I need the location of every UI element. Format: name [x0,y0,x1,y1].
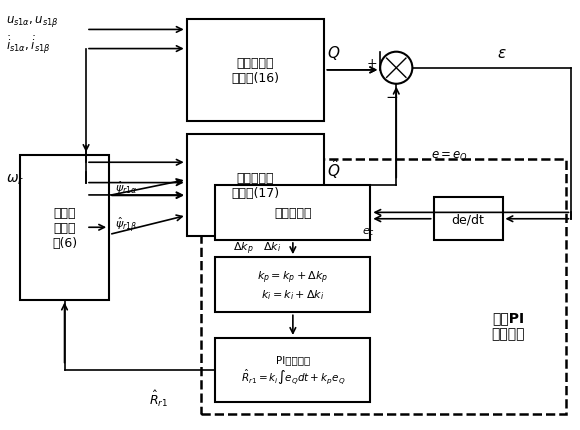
Bar [215,258,371,313]
Bar [20,156,109,300]
Text: 转子磁
链观测
器(6): 转子磁 链观测 器(6) [52,206,77,249]
Text: $\Delta k_p \quad \Delta k_i$: $\Delta k_p \quad \Delta k_i$ [233,240,281,257]
Text: 模糊PI
自适应律: 模糊PI 自适应律 [491,310,525,341]
Bar [215,185,371,240]
Text: +: + [367,57,378,70]
Ellipse shape [380,52,412,85]
Text: $\varepsilon$: $\varepsilon$ [497,46,506,61]
Text: 无功功率参
考模型(16): 无功功率参 考模型(16) [231,57,280,85]
Text: $u_{s1\alpha},u_{s1\beta}$: $u_{s1\alpha},u_{s1\beta}$ [6,14,59,29]
Bar [215,338,371,402]
Text: $e=e_Q$: $e=e_Q$ [431,149,468,163]
Text: $\omega_r$: $\omega_r$ [6,172,24,186]
Bar [434,198,502,240]
Text: $\hat{\psi}_{r1\alpha}$: $\hat{\psi}_{r1\alpha}$ [115,179,137,196]
Text: 模糊控制器: 模糊控制器 [274,206,311,219]
Text: $\hat{R}_{r1}$: $\hat{R}_{r1}$ [149,388,168,408]
Text: $Q$: $Q$ [327,44,340,62]
Text: $k_p=k_p+\Delta k_p$
$k_i=k_i+\Delta k_i$: $k_p=k_p+\Delta k_p$ $k_i=k_i+\Delta k_i… [257,269,328,301]
Text: $\hat{Q}$: $\hat{Q}$ [327,157,340,181]
Text: de/dt: de/dt [452,213,484,226]
Text: −: − [385,90,398,105]
Text: $\dot{i}_{s1\alpha},\dot{i}_{s1\beta}$: $\dot{i}_{s1\alpha},\dot{i}_{s1\beta}$ [6,34,50,56]
Text: 无功功率可
调模型(17): 无功功率可 调模型(17) [231,171,280,199]
Text: PI自适应律
$\hat{R}_{r1}=k_i\int e_Q dt+k_p e_Q$: PI自适应律 $\hat{R}_{r1}=k_i\int e_Q dt+k_p … [241,354,345,386]
Bar [187,20,324,122]
Bar [201,160,566,415]
Bar [187,134,324,236]
Text: $e_c$: $e_c$ [362,226,375,237]
Text: $\hat{\psi}_{r1\beta}$: $\hat{\psi}_{r1\beta}$ [115,215,137,233]
